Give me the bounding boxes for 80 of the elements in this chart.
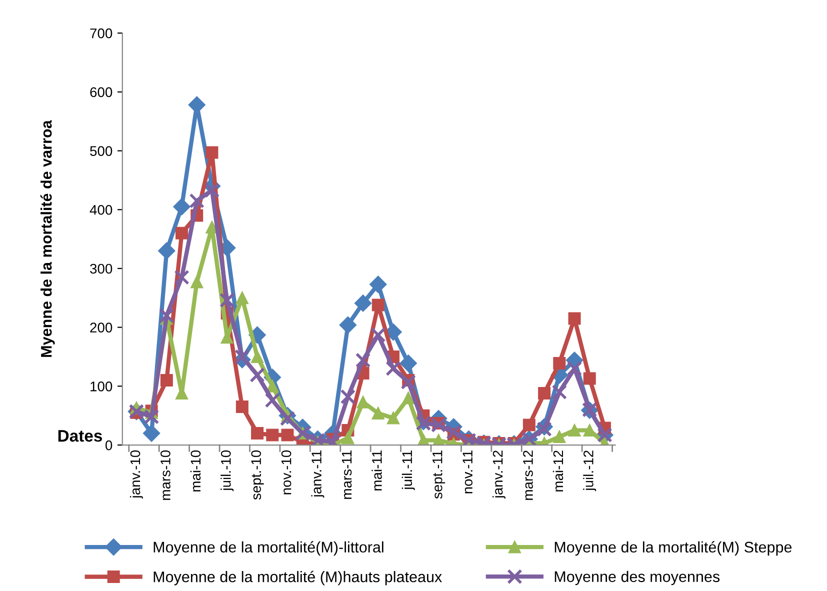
x-tick-label: mai-12 bbox=[552, 450, 564, 492]
point bbox=[340, 389, 356, 404]
x-tick-label: sept.-11 bbox=[432, 450, 446, 499]
point bbox=[206, 146, 218, 159]
legend-label: Moyenne de la mortalité (M)hauts plateaux bbox=[154, 570, 442, 586]
x-tick-label: mars-10 bbox=[160, 450, 170, 500]
point bbox=[143, 424, 160, 442]
point bbox=[400, 374, 416, 390]
point bbox=[386, 360, 401, 376]
point bbox=[354, 294, 372, 312]
point bbox=[280, 410, 296, 426]
point bbox=[583, 372, 596, 385]
point bbox=[552, 384, 568, 400]
y-tick-label: 500 bbox=[90, 146, 112, 156]
x-tick-label: juil.-10 bbox=[220, 450, 234, 492]
x-tick-label: juil.-11 bbox=[402, 450, 415, 490]
x-tick-label: janv.-10 bbox=[130, 450, 143, 499]
point bbox=[266, 380, 279, 392]
x-tick-label: mars-12 bbox=[523, 450, 533, 500]
point bbox=[234, 349, 250, 364]
point bbox=[160, 374, 173, 387]
point bbox=[370, 327, 386, 343]
point bbox=[536, 421, 552, 437]
point bbox=[372, 406, 384, 420]
point bbox=[236, 400, 248, 414]
point bbox=[236, 292, 248, 304]
legend-label: Moyenne de la mortalité(M) Steppe bbox=[554, 541, 792, 556]
y-tick-label: 300 bbox=[90, 264, 112, 274]
point bbox=[356, 396, 370, 408]
y-tick-label: 200 bbox=[90, 322, 112, 332]
point bbox=[446, 424, 462, 440]
legend-label: Moyenne de la mortalité(M)-littoral bbox=[154, 541, 384, 556]
point bbox=[250, 367, 265, 383]
point bbox=[190, 276, 204, 288]
point bbox=[568, 424, 581, 437]
y-axis-title: Myenne de la mortalité de varroa bbox=[40, 120, 55, 357]
point bbox=[264, 392, 280, 408]
point bbox=[400, 354, 417, 372]
y-tick-label: 700 bbox=[90, 28, 112, 38]
x-tick-label: nov.-11 bbox=[462, 450, 472, 494]
point bbox=[553, 356, 566, 370]
y-tick-label: 600 bbox=[90, 87, 112, 98]
point bbox=[189, 193, 205, 208]
point bbox=[266, 428, 279, 442]
x-axis-title: Dates bbox=[58, 430, 102, 442]
point bbox=[355, 352, 371, 368]
point bbox=[342, 432, 354, 444]
x-tick-label: janv.-12 bbox=[492, 450, 506, 499]
point bbox=[144, 409, 160, 424]
point bbox=[568, 312, 581, 325]
x-tick-label: mars-11 bbox=[342, 450, 352, 499]
point bbox=[339, 316, 356, 334]
legend-label: Moyenne des moyennes bbox=[554, 570, 720, 586]
y-tick-label: 100 bbox=[90, 382, 112, 392]
point bbox=[158, 242, 176, 260]
point bbox=[251, 350, 264, 364]
point bbox=[402, 392, 415, 404]
point bbox=[219, 292, 235, 308]
point bbox=[522, 418, 536, 432]
point bbox=[251, 427, 264, 440]
y-tick-label: 400 bbox=[90, 204, 112, 215]
point bbox=[174, 270, 190, 285]
x-tick-label: sept.-10 bbox=[251, 450, 264, 500]
point bbox=[281, 428, 294, 442]
x-tick-label: juil.-12 bbox=[583, 450, 596, 492]
point bbox=[386, 412, 400, 424]
point bbox=[553, 430, 566, 444]
point bbox=[566, 360, 582, 376]
x-tick-label: janv.-11 bbox=[311, 450, 324, 498]
point bbox=[370, 276, 387, 293]
x-tick-label: mai-10 bbox=[190, 450, 201, 492]
point bbox=[538, 386, 551, 400]
point bbox=[372, 298, 384, 312]
x-tick-label: mai-11 bbox=[372, 450, 382, 490]
point bbox=[173, 198, 190, 216]
x-tick-label: nov.-10 bbox=[281, 450, 292, 494]
point bbox=[176, 226, 188, 240]
y-tick-label: 0 bbox=[105, 440, 112, 450]
point bbox=[159, 308, 174, 324]
point bbox=[204, 182, 220, 198]
